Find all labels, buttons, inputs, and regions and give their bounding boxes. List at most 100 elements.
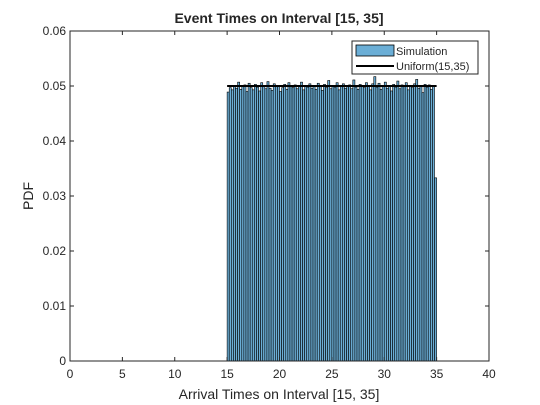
histogram-bar: [327, 80, 331, 362]
histogram-bar: [308, 83, 312, 362]
chart-title: Event Times on Interval [15, 35]: [174, 10, 383, 26]
histogram-bar: [291, 87, 295, 362]
histogram-bar: [365, 82, 368, 362]
histogram-bar: [339, 85, 343, 362]
histogram-bar: [251, 89, 255, 362]
histogram-bar: [314, 89, 318, 362]
histogram-bar: [396, 80, 400, 362]
histogram-bar: [375, 86, 379, 362]
x-tick-label: 20: [273, 367, 287, 381]
histogram-bar: [417, 87, 421, 362]
histogram-bar: [379, 89, 383, 362]
histogram-bar: [231, 89, 234, 362]
histogram-bar: [302, 89, 305, 362]
histogram-bar: [381, 85, 385, 362]
x-axis-label: Arrival Times on Interval [15, 35]: [179, 386, 380, 402]
y-tick-label: 0.06: [43, 24, 67, 38]
histogram-bar: [272, 83, 276, 362]
x-tick-label: 10: [168, 367, 182, 381]
histogram-bar: [404, 82, 408, 362]
histogram-bar: [300, 81, 303, 362]
histogram-bar: [243, 84, 247, 362]
x-tick-label: 25: [325, 367, 339, 381]
histogram-bar: [245, 91, 249, 362]
y-tick-label: 0.05: [43, 79, 67, 93]
histogram-bar: [377, 82, 381, 362]
histogram-bar: [228, 87, 232, 362]
histogram-bar: [247, 82, 251, 362]
histogram-bar: [266, 81, 270, 362]
histogram-bar: [237, 81, 240, 362]
legend: Simulation Uniform(15,35): [351, 40, 479, 75]
histogram-bar: [350, 88, 354, 362]
y-tick-label: 0.03: [43, 189, 67, 203]
histogram-bar: [321, 90, 324, 362]
histogram-bar: [369, 89, 372, 362]
histogram-bar: [409, 85, 412, 362]
histogram-bar: [319, 86, 322, 362]
histogram-bar: [434, 177, 437, 362]
histogram-bar: [262, 85, 266, 362]
histogram-bar: [392, 84, 396, 362]
histogram-bar: [356, 89, 360, 362]
histogram-bar: [275, 86, 278, 362]
x-tick-label: 5: [119, 367, 126, 381]
y-tick-label: 0.01: [43, 299, 67, 313]
histogram-bar: [398, 88, 402, 362]
histogram-bar: [323, 84, 326, 362]
histogram-bar: [270, 90, 274, 362]
histogram-bar: [383, 81, 387, 362]
y-tick-label: 0.04: [43, 134, 67, 148]
histogram-bar: [352, 79, 356, 362]
histogram-bar: [233, 85, 236, 362]
histogram-bar: [362, 87, 366, 362]
histogram-bar: [411, 87, 414, 362]
histogram-bar: [406, 89, 410, 362]
histogram-bar: [254, 84, 257, 362]
histogram-bar: [421, 92, 425, 362]
histogram-bar: [316, 82, 320, 362]
histogram-bar: [287, 82, 291, 362]
histogram-bar: [432, 86, 435, 362]
histogram-bar: [388, 85, 391, 362]
histogram-bar: [344, 87, 347, 362]
histogram-bar: [358, 84, 362, 362]
histogram-bar: [348, 84, 352, 362]
x-axis-ticks: 0 5 10 15 20 25 30 35 40: [67, 31, 496, 381]
histogram-bar: [239, 89, 243, 362]
histogram-bar: [277, 85, 280, 362]
histogram-bar: [333, 86, 337, 362]
bars-group: [226, 76, 437, 362]
x-tick-label: 30: [378, 367, 392, 381]
histogram-bar: [325, 87, 328, 362]
histogram-bar: [293, 84, 297, 362]
histogram-bar: [241, 86, 245, 362]
y-tick-label: 0: [59, 354, 66, 368]
histogram-bar: [310, 87, 314, 362]
histogram-bar: [281, 87, 284, 362]
legend-label-uniform: Uniform(15,35): [396, 61, 469, 73]
legend-label-simulation: Simulation: [396, 46, 447, 58]
histogram-bar: [306, 86, 310, 362]
histogram-bar: [346, 86, 349, 362]
x-tick-label: 35: [430, 367, 444, 381]
histogram-bar: [329, 88, 333, 362]
histogram-bar: [285, 89, 289, 362]
histogram-bar: [235, 87, 238, 362]
histogram-bar: [400, 84, 404, 362]
histogram-bar: [371, 83, 375, 362]
histogram-bar: [298, 86, 301, 362]
histogram-bar: [312, 85, 316, 362]
histogram-bar: [390, 90, 393, 362]
histogram-bar: [342, 83, 345, 362]
histogram-bar: [354, 86, 358, 362]
histogram-bar: [295, 88, 299, 362]
y-axis-label: PDF: [20, 182, 36, 210]
histogram-bar: [367, 85, 370, 362]
histogram-bar: [331, 85, 335, 362]
histogram-bar: [373, 76, 377, 362]
y-tick-label: 0.02: [43, 244, 67, 258]
histogram-bar: [427, 84, 431, 362]
x-tick-label: 15: [220, 367, 234, 381]
